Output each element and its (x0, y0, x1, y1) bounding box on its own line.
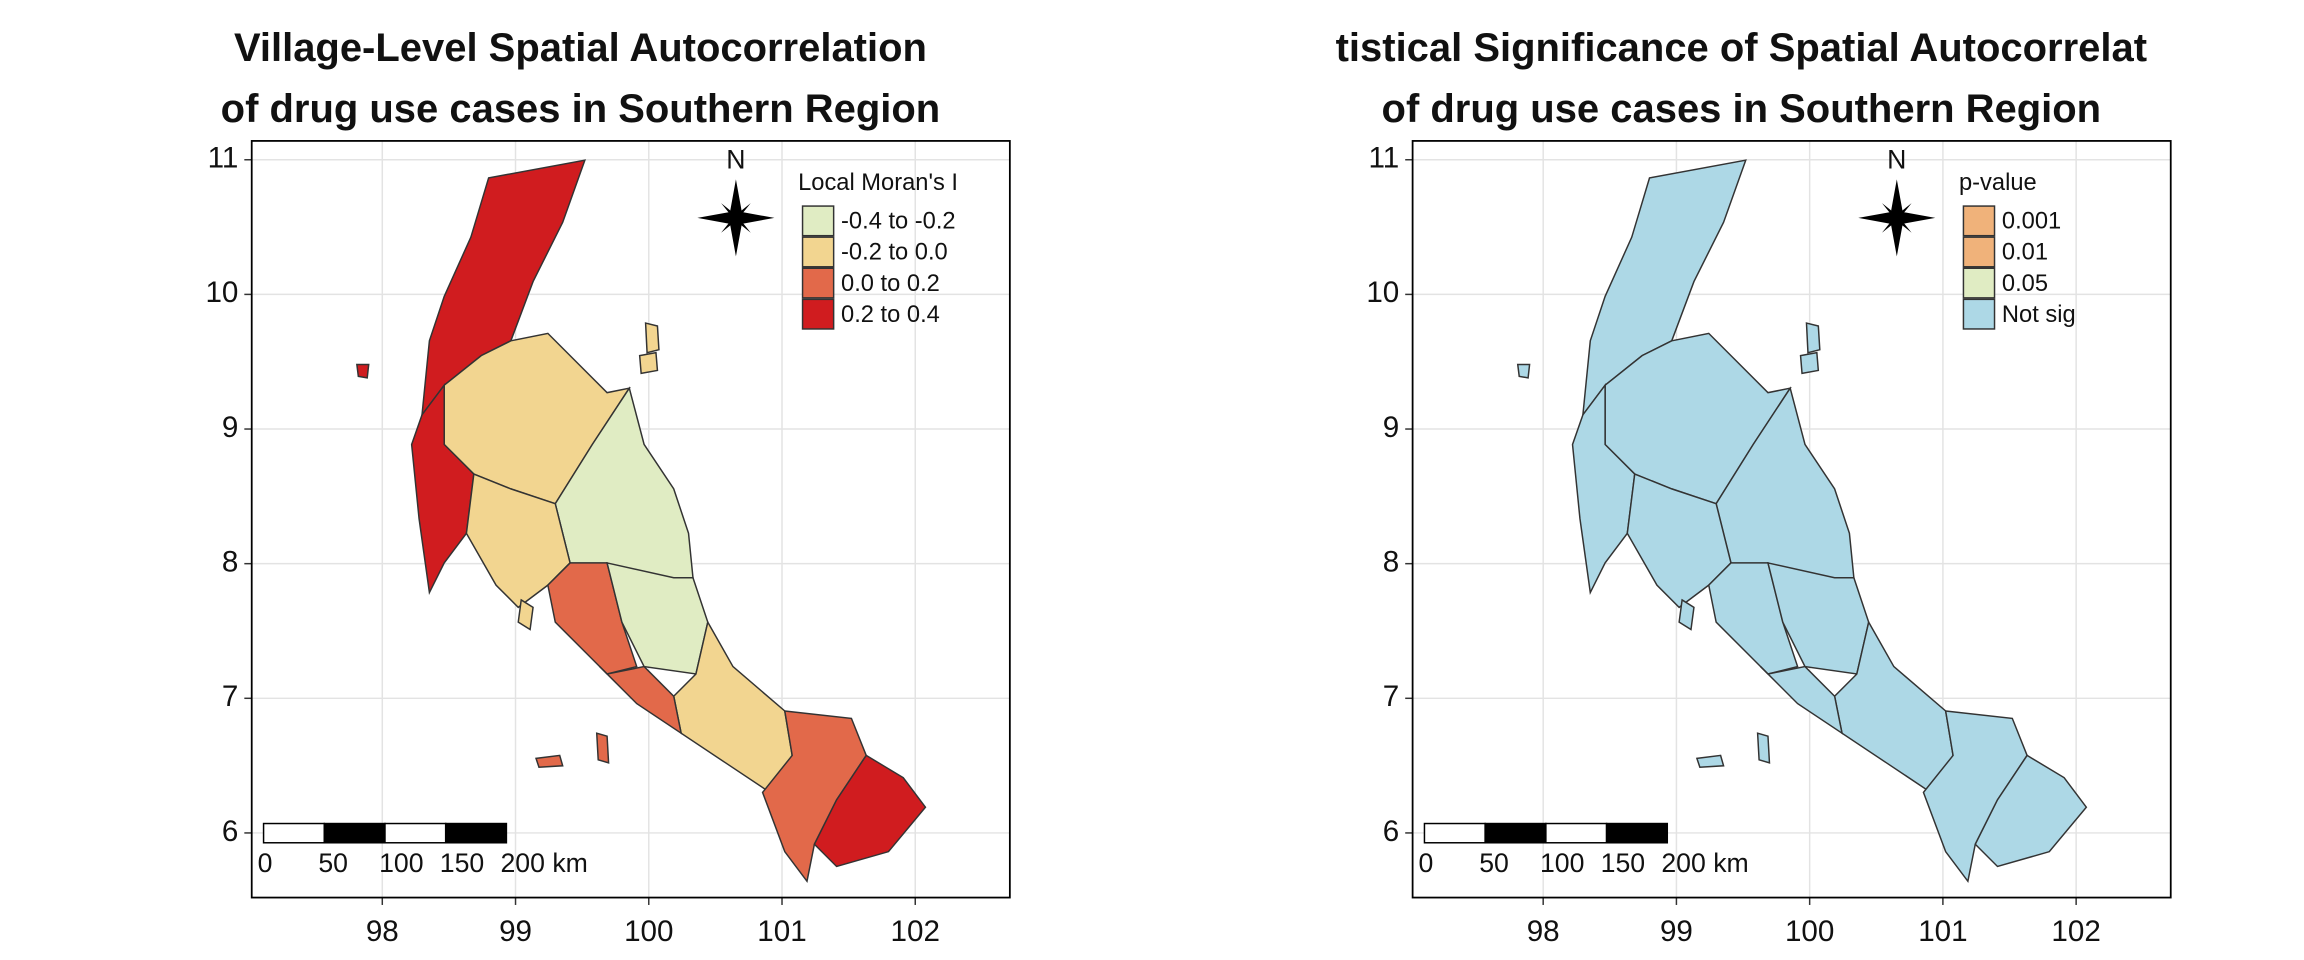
legend-label: 0.001 (2002, 209, 2061, 235)
y-tick-label: 6 (1383, 815, 1399, 848)
north-arrow-diag (1881, 203, 1912, 233)
north-label: N (726, 145, 745, 175)
region (535, 754, 564, 769)
legend-title: p-value (1959, 170, 2037, 196)
x-tick-label: 98 (1527, 915, 1560, 948)
map-title: of drug use cases in Southern Region (1382, 87, 2102, 131)
region (1799, 351, 1820, 375)
y-tick-label: 11 (1369, 142, 1400, 175)
region (1974, 754, 2088, 868)
scale-bar-segment (1545, 822, 1608, 844)
region (410, 383, 475, 595)
region (1571, 383, 1636, 595)
scale-bar-segment (262, 822, 326, 844)
region (638, 351, 659, 375)
legend-label: 0.2 to 0.4 (841, 302, 940, 328)
map-panel: tistical Significance of Spatial Autocor… (1336, 26, 2172, 948)
scale-bar-label: 50 (1479, 848, 1509, 878)
scale-bar-segment (323, 822, 386, 844)
y-tick-label: 10 (1366, 276, 1399, 309)
y-tick-label: 9 (222, 411, 238, 444)
region (547, 562, 638, 675)
x-tick-label: 100 (624, 915, 673, 948)
legend-label: -0.2 to 0.0 (841, 240, 948, 266)
region (1922, 710, 2028, 884)
scale-bar-label: 200 km (500, 848, 587, 878)
scale-bar-segment (1423, 822, 1486, 844)
north-label: N (1887, 145, 1906, 175)
y-tick-label: 7 (222, 680, 238, 713)
x-tick-label: 99 (1660, 915, 1693, 948)
north-arrow-diag (721, 203, 751, 233)
region (595, 732, 610, 764)
region (1760, 665, 1844, 735)
scale-bar-segment (1605, 822, 1669, 844)
y-tick-label: 10 (205, 276, 238, 309)
legend-label: 0.01 (2002, 240, 2048, 266)
scale-bar-label: 100 (1540, 848, 1584, 878)
scale-bar-segment (1484, 822, 1547, 844)
region (1516, 363, 1531, 379)
scale-bar-segment (444, 822, 508, 844)
legend-key (1962, 205, 1996, 237)
x-tick-label: 98 (366, 915, 399, 948)
y-tick-label: 11 (208, 142, 239, 175)
legend-key (1962, 236, 1996, 268)
legend-label: Not sig (2002, 302, 2076, 328)
x-tick-label: 101 (757, 915, 806, 948)
y-tick-label: 8 (222, 545, 238, 578)
legend-label: -0.4 to -0.2 (841, 209, 956, 235)
map-title: of drug use cases in Southern Region (221, 87, 941, 131)
x-tick-label: 102 (2051, 915, 2100, 948)
region (1707, 562, 1799, 675)
y-tick-label: 6 (222, 815, 238, 848)
x-tick-label: 101 (1918, 915, 1967, 948)
scale-bar-segment (384, 822, 447, 844)
map-title: Village-Level Spatial Autocorrelation (234, 26, 927, 70)
region (813, 754, 927, 868)
legend-key (801, 267, 835, 299)
legend-key (801, 236, 835, 268)
legend-key (1962, 267, 1996, 299)
legend-key (801, 205, 835, 237)
scale-bar-label: 0 (258, 848, 273, 878)
x-tick-label: 102 (891, 915, 940, 948)
scale-bar-label: 150 (1601, 848, 1645, 878)
y-tick-label: 8 (1383, 545, 1399, 578)
region (1756, 732, 1771, 764)
scale-bar-label: 0 (1419, 848, 1434, 878)
map-title: tistical Significance of Spatial Autocor… (1336, 26, 2147, 70)
scale-bar-label: 200 km (1661, 848, 1748, 878)
region (761, 710, 868, 884)
region (599, 665, 683, 735)
scale-bar-label: 150 (440, 848, 484, 878)
legend-label: 0.05 (2002, 271, 2048, 297)
x-tick-label: 99 (499, 915, 532, 948)
region (644, 322, 660, 354)
legend-key (1962, 298, 1996, 330)
region (1805, 322, 1821, 354)
scale-bar-label: 100 (379, 848, 423, 878)
legend-title: Local Moran's I (798, 170, 958, 196)
region (1695, 754, 1725, 769)
region (1678, 598, 1695, 631)
panel-border (1411, 140, 2172, 899)
legend-key (801, 298, 835, 330)
y-tick-label: 9 (1383, 411, 1399, 444)
region (517, 598, 534, 631)
legend-label: 0.0 to 0.2 (841, 271, 940, 297)
scale-bar-label: 50 (318, 848, 348, 878)
region (356, 363, 370, 379)
map-panel: Village-Level Spatial Autocorrelation of … (205, 26, 1011, 948)
panel-border (250, 140, 1011, 899)
x-tick-label: 100 (1785, 915, 1834, 948)
y-tick-label: 7 (1383, 680, 1399, 713)
